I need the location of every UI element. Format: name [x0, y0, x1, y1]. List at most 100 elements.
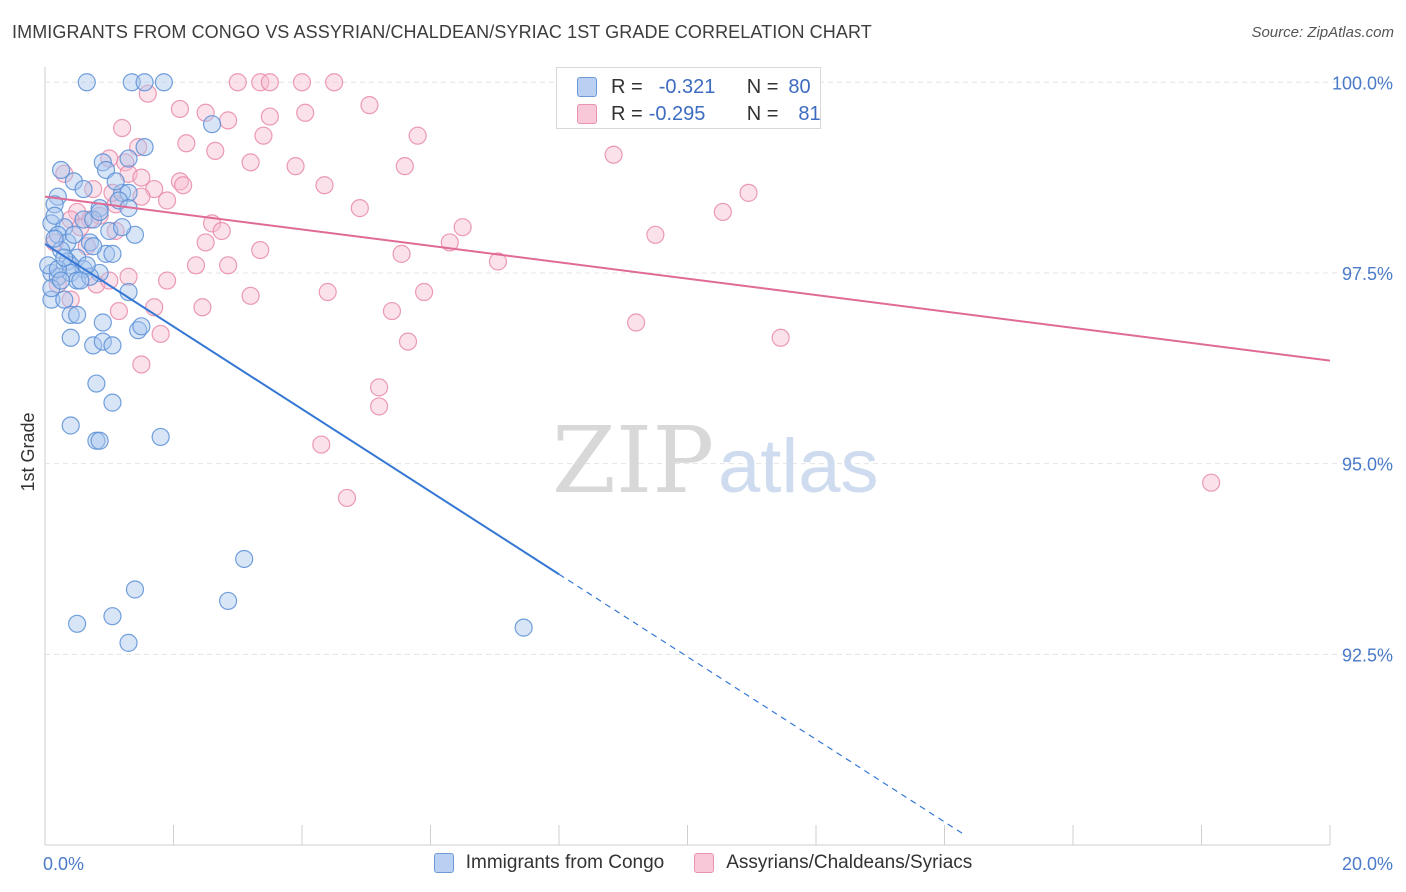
- congo-point: [119, 633, 138, 652]
- assyrians-point: [241, 153, 260, 172]
- watermark-zip: ZIP: [552, 407, 714, 514]
- congo-point: [87, 374, 106, 393]
- assyrians-point: [170, 99, 190, 119]
- assyrians-point: [713, 202, 732, 222]
- assyrians-point: [370, 397, 389, 416]
- assyrians-point: [414, 282, 434, 302]
- congo-point: [45, 229, 64, 248]
- assyrians-point: [260, 107, 279, 126]
- assyrians-point: [1202, 473, 1221, 492]
- congo-point: [151, 427, 170, 447]
- congo-point: [68, 305, 87, 324]
- x-tick-label: 20.0%: [1342, 854, 1393, 874]
- assyrians-point: [337, 488, 357, 508]
- congo-point: [71, 271, 90, 290]
- congo-point: [514, 618, 533, 637]
- congo-point: [45, 206, 64, 225]
- assyrians-point: [398, 332, 418, 351]
- legend-row-congo: R = -0.321 N = 80: [577, 74, 811, 100]
- congo-point: [103, 607, 122, 626]
- assyrians-point: [646, 225, 665, 244]
- congo-point: [61, 328, 80, 347]
- assyrians-point: [453, 218, 472, 237]
- assyrians-point: [408, 126, 427, 145]
- legend-n-label: N =: [746, 75, 779, 98]
- tick-labels: 92.5% 95.0% 97.5% 100.0% 0.0% 20.0%: [43, 73, 1393, 874]
- congo-point: [80, 267, 100, 286]
- assyrians-point: [206, 141, 225, 161]
- assyrians-trend-line: [44, 195, 1331, 362]
- legend-r-label: R =: [611, 75, 643, 98]
- assyrians-point: [132, 355, 151, 374]
- legend-n-label: N =: [746, 102, 779, 125]
- legend-n-value: 80: [788, 75, 811, 98]
- x-tick-label: 0.0%: [43, 854, 84, 874]
- congo-point: [90, 202, 109, 222]
- assyrians-point: [315, 176, 334, 195]
- assyrians-point: [312, 435, 331, 454]
- assyrians-point: [219, 111, 238, 130]
- assyrians-point: [196, 233, 215, 252]
- congo-point: [90, 431, 109, 450]
- legend-swatch-assyrians: [577, 104, 597, 124]
- assyrians-point: [318, 282, 337, 302]
- congo-point: [154, 73, 173, 92]
- legend-label-congo: Immigrants from Congo: [465, 852, 665, 873]
- congo-point: [51, 271, 71, 290]
- assyrians-point: [488, 252, 508, 271]
- watermark: ZIP atlas: [552, 407, 879, 514]
- congo-point: [51, 160, 71, 180]
- assyrians-point: [604, 145, 623, 164]
- trend-lines: [44, 195, 1331, 835]
- assyrians-point: [440, 233, 459, 252]
- assyrians-point: [61, 290, 80, 309]
- congo-point: [93, 332, 112, 351]
- assyrians-point: [193, 298, 212, 317]
- congo-point: [235, 549, 254, 569]
- assyrians-point: [325, 73, 344, 92]
- congo-point: [77, 73, 96, 92]
- assyrians-point: [109, 301, 128, 321]
- assyrians-point: [138, 84, 157, 103]
- assyrians-point: [771, 328, 790, 347]
- congo-point: [55, 290, 74, 309]
- legend-swatch-assyrians: [694, 853, 715, 873]
- assyrians-point: [151, 324, 170, 344]
- congo-point: [122, 73, 141, 92]
- congo-point: [202, 115, 222, 134]
- assyrians-point: [157, 191, 177, 210]
- legend-item-congo: Immigrants from Congo: [433, 852, 665, 874]
- congo-trend-extension: [558, 573, 965, 835]
- legend-r-value: -0.295: [648, 102, 706, 125]
- congo-point: [84, 336, 103, 355]
- assyrians-point: [350, 199, 369, 218]
- assyrians-point: [212, 221, 231, 241]
- congo-point: [84, 237, 103, 256]
- congo-point: [74, 210, 93, 229]
- congo-point: [39, 256, 58, 275]
- congo-point: [74, 179, 93, 199]
- legend-item-assyrians: Assyrians/Chaldeans/Syriacs: [694, 852, 972, 874]
- congo-point: [135, 73, 154, 92]
- congo-point: [103, 393, 122, 412]
- stats-legend: R = -0.321 N = 80 R = -0.295 N = 81: [556, 67, 821, 129]
- legend-swatch-congo: [577, 77, 597, 97]
- congo-point: [132, 317, 151, 336]
- assyrians-point: [174, 176, 193, 195]
- assyrians-point: [241, 286, 260, 305]
- congo-point: [119, 149, 138, 168]
- assyrians-point: [296, 103, 315, 122]
- congo-point: [64, 225, 84, 244]
- assyrians-point: [251, 73, 270, 92]
- congo-point: [61, 305, 80, 324]
- assyrians-point: [157, 271, 177, 290]
- assyrians-point: [360, 96, 379, 115]
- congo-point: [135, 137, 154, 157]
- assyrians-point: [626, 313, 646, 332]
- assyrians-point: [84, 179, 103, 199]
- y-tick-label: 95.0%: [1342, 455, 1393, 475]
- assyrians-point: [286, 157, 305, 176]
- source-note: Source: ZipAtlas.com: [1251, 24, 1394, 41]
- assyrians-point: [260, 73, 279, 92]
